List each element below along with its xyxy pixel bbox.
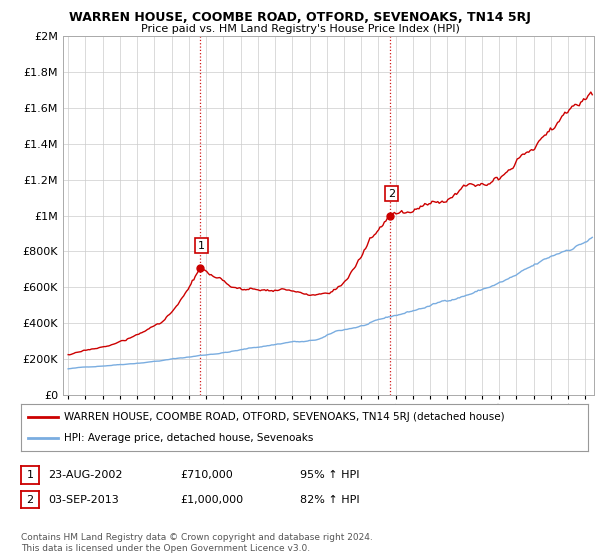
Text: 82% ↑ HPI: 82% ↑ HPI xyxy=(300,494,359,505)
Text: 1: 1 xyxy=(26,470,34,480)
Text: 23-AUG-2002: 23-AUG-2002 xyxy=(48,470,122,480)
Text: 03-SEP-2013: 03-SEP-2013 xyxy=(48,494,119,505)
Text: WARREN HOUSE, COOMBE ROAD, OTFORD, SEVENOAKS, TN14 5RJ: WARREN HOUSE, COOMBE ROAD, OTFORD, SEVEN… xyxy=(69,11,531,24)
Text: £1,000,000: £1,000,000 xyxy=(180,494,243,505)
Text: 1: 1 xyxy=(198,241,205,250)
Text: 95% ↑ HPI: 95% ↑ HPI xyxy=(300,470,359,480)
Text: £710,000: £710,000 xyxy=(180,470,233,480)
Text: HPI: Average price, detached house, Sevenoaks: HPI: Average price, detached house, Seve… xyxy=(64,433,313,444)
Text: 2: 2 xyxy=(26,494,34,505)
Text: WARREN HOUSE, COOMBE ROAD, OTFORD, SEVENOAKS, TN14 5RJ (detached house): WARREN HOUSE, COOMBE ROAD, OTFORD, SEVEN… xyxy=(64,412,504,422)
Text: 2: 2 xyxy=(388,189,395,199)
Text: Price paid vs. HM Land Registry's House Price Index (HPI): Price paid vs. HM Land Registry's House … xyxy=(140,24,460,34)
Text: Contains HM Land Registry data © Crown copyright and database right 2024.
This d: Contains HM Land Registry data © Crown c… xyxy=(21,533,373,553)
